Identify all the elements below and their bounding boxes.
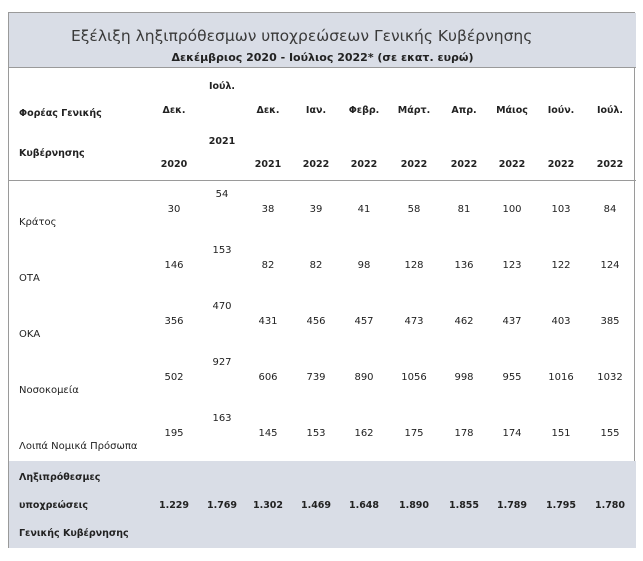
table-cell: 1032 bbox=[597, 372, 623, 383]
total-cell: 1.302 bbox=[252, 500, 284, 511]
column-month-header: Ιούν. bbox=[547, 105, 575, 116]
column-month-header: Μάιος bbox=[496, 105, 528, 116]
total-cell: 1.469 bbox=[300, 500, 332, 511]
table-cell: 128 bbox=[404, 260, 424, 271]
column-year-header: 2022 bbox=[350, 159, 378, 170]
table-cell: 103 bbox=[551, 204, 571, 215]
column-year-header: 2022 bbox=[547, 159, 575, 170]
total-cell: 1.648 bbox=[348, 500, 380, 511]
table-cell: 122 bbox=[551, 260, 571, 271]
table-cell: 41 bbox=[357, 204, 371, 215]
table-cell: 955 bbox=[502, 372, 522, 383]
table-cell: 890 bbox=[354, 372, 374, 383]
row-label: Κράτος bbox=[19, 217, 57, 228]
row-label: ΟΚΑ bbox=[19, 329, 41, 340]
table-cell: 927 bbox=[212, 357, 232, 368]
column-year-header: 2022 bbox=[498, 159, 526, 170]
total-cell: 1.780 bbox=[594, 500, 626, 511]
total-label-line2: υποχρεώσεις bbox=[19, 500, 88, 511]
table-title: Εξέλιξη ληξιπρόθεσμων υποχρεώσεων Γενική… bbox=[71, 27, 533, 45]
table-cell: 81 bbox=[457, 204, 471, 215]
table-cell: 145 bbox=[258, 428, 278, 439]
total-cell: 1.855 bbox=[448, 500, 480, 511]
entity-header-line1: Φορέας Γενικής bbox=[19, 108, 102, 119]
table-cell: 175 bbox=[404, 428, 424, 439]
table-cell: 123 bbox=[502, 260, 522, 271]
table-cell: 163 bbox=[212, 413, 232, 424]
table-cell: 502 bbox=[164, 372, 184, 383]
table-cell: 30 bbox=[167, 204, 181, 215]
table-cell: 162 bbox=[354, 428, 374, 439]
table-cell: 1016 bbox=[548, 372, 574, 383]
table-cell: 431 bbox=[258, 316, 278, 327]
column-year-header: 2022 bbox=[450, 159, 478, 170]
table-cell: 174 bbox=[502, 428, 522, 439]
column-month-header: Ιαν. bbox=[305, 105, 327, 116]
table-cell: 82 bbox=[309, 260, 323, 271]
table-cell: 437 bbox=[502, 316, 522, 327]
table-cell: 82 bbox=[261, 260, 275, 271]
table-cell: 356 bbox=[164, 316, 184, 327]
table-cell: 136 bbox=[454, 260, 474, 271]
table-cell: 1056 bbox=[401, 372, 427, 383]
table-cell: 462 bbox=[454, 316, 474, 327]
table-cell: 146 bbox=[164, 260, 184, 271]
total-cell: 1.890 bbox=[398, 500, 430, 511]
total-cell: 1.795 bbox=[545, 500, 577, 511]
table-cell: 151 bbox=[551, 428, 571, 439]
column-year-header: 2022 bbox=[400, 159, 428, 170]
table-subtitle: Δεκέμβριος 2020 - Ιούλιος 2022* (σε εκατ… bbox=[171, 51, 474, 64]
table-cell: 100 bbox=[502, 204, 522, 215]
table-frame: Εξέλιξη ληξιπρόθεσμων υποχρεώσεων Γενική… bbox=[8, 12, 636, 548]
header-divider bbox=[9, 180, 636, 181]
table-cell: 456 bbox=[306, 316, 326, 327]
column-year-header: 2022 bbox=[596, 159, 624, 170]
row-label: Λοιπά Νομικά Πρόσωπα bbox=[19, 441, 138, 452]
table-cell: 457 bbox=[354, 316, 374, 327]
total-cell: 1.769 bbox=[206, 500, 238, 511]
column-month-header: Φεβρ. bbox=[348, 105, 380, 116]
table-cell: 38 bbox=[261, 204, 275, 215]
column-month-header: Απρ. bbox=[451, 105, 477, 116]
table-cell: 84 bbox=[603, 204, 617, 215]
table-cell: 739 bbox=[306, 372, 326, 383]
table-cell: 54 bbox=[215, 189, 229, 200]
column-year-header: 2021 bbox=[254, 159, 282, 170]
row-label: ΟΤΑ bbox=[19, 273, 40, 284]
total-row: Ληξιπρόθεσμες υποχρεώσεις Γενικής Κυβέρν… bbox=[9, 461, 636, 548]
table-cell: 98 bbox=[357, 260, 371, 271]
column-year-header: 2020 bbox=[160, 159, 188, 170]
column-month-header: Δεκ. bbox=[162, 105, 186, 116]
column-year-header: 2022 bbox=[302, 159, 330, 170]
column-year-header: 2021 bbox=[208, 136, 236, 147]
table-cell: 178 bbox=[454, 428, 474, 439]
table-cell: 998 bbox=[454, 372, 474, 383]
total-cell: 1.789 bbox=[496, 500, 528, 511]
table-cell: 124 bbox=[600, 260, 620, 271]
table-cell: 153 bbox=[306, 428, 326, 439]
total-label-line1: Ληξιπρόθεσμες bbox=[19, 472, 101, 483]
column-month-header: Ιούλ. bbox=[596, 105, 624, 116]
table-cell: 473 bbox=[404, 316, 424, 327]
column-month-header: Μάρτ. bbox=[397, 105, 431, 116]
total-label-line3: Γενικής Κυβέρνησης bbox=[19, 528, 129, 539]
column-month-header: Ιούλ. bbox=[208, 81, 236, 92]
table-cell: 385 bbox=[600, 316, 620, 327]
table-cell: 153 bbox=[212, 245, 232, 256]
table-cell: 606 bbox=[258, 372, 278, 383]
table-cell: 155 bbox=[600, 428, 620, 439]
row-label: Νοσοκομεία bbox=[19, 385, 79, 396]
title-block: Εξέλιξη ληξιπρόθεσμων υποχρεώσεων Γενική… bbox=[9, 13, 636, 68]
table-cell: 470 bbox=[212, 301, 232, 312]
total-cell: 1.229 bbox=[158, 500, 190, 511]
entity-header-line2: Κυβέρνησης bbox=[19, 148, 85, 159]
table-cell: 403 bbox=[551, 316, 571, 327]
table-cell: 39 bbox=[309, 204, 323, 215]
column-month-header: Δεκ. bbox=[256, 105, 280, 116]
table-cell: 58 bbox=[407, 204, 421, 215]
table-cell: 195 bbox=[164, 428, 184, 439]
